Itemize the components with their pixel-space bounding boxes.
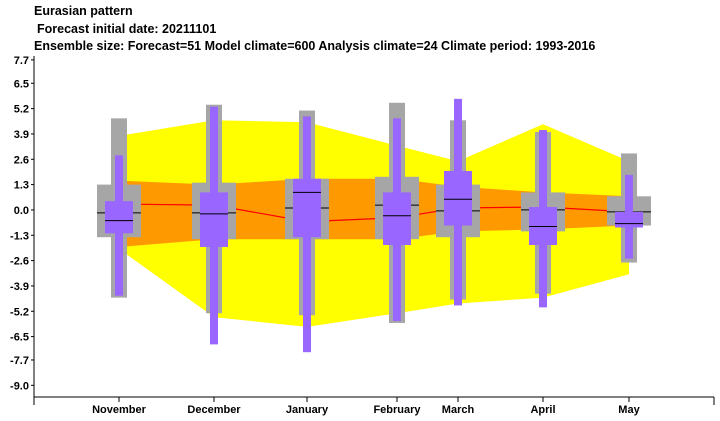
forecast-box-may xyxy=(615,174,643,259)
y-tick-label: -6.5 xyxy=(10,332,29,344)
forecast-box-march xyxy=(444,98,472,306)
y-tick-label: 2.6 xyxy=(14,154,29,166)
y-tick-label: -7.7 xyxy=(10,355,29,367)
y-tick-label: -1.3 xyxy=(10,230,29,242)
chart-title: Eurasian pattern xyxy=(34,4,133,18)
x-tick-label: May xyxy=(618,404,640,416)
y-tick-label: -2.6 xyxy=(10,256,29,268)
y-tick-label: 7.7 xyxy=(14,55,29,67)
forecast-box-february xyxy=(383,118,411,322)
y-tick-label: 6.5 xyxy=(14,78,29,90)
forecast-iqr xyxy=(105,201,133,234)
climate-band-layer xyxy=(118,120,630,327)
y-tick-label: 0.0 xyxy=(14,205,29,217)
axis-layer: 7.7 6.5 5.2 3.9 2.6 1.3 0.0 -1.3 -2.6 -3.9 -5.2 -6.… xyxy=(10,55,715,416)
forecast-box-april xyxy=(529,130,557,308)
forecast-initial-date: Forecast initial date: 20211101 xyxy=(37,22,217,36)
forecast-iqr xyxy=(615,211,643,228)
y-tick-label: -3.9 xyxy=(10,281,29,293)
forecast-iqr xyxy=(293,178,321,238)
box-layer xyxy=(97,98,651,353)
forecast-box-january xyxy=(293,116,321,353)
x-tick-label: November xyxy=(92,404,147,416)
x-tick-label: March xyxy=(442,404,475,416)
climate-inner-band xyxy=(119,178,629,247)
forecast-iqr xyxy=(383,192,411,246)
forecast-box-november xyxy=(105,155,133,296)
y-tick-label: -5.2 xyxy=(10,306,29,318)
x-tick-label: February xyxy=(373,404,421,416)
forecast-iqr xyxy=(200,192,228,247)
ensemble-info: Ensemble size: Forecast=51 Model climate… xyxy=(34,39,596,53)
y-tick-label: 1.3 xyxy=(14,180,29,192)
forecast-box-december xyxy=(200,106,228,345)
y-tick-label: -9.0 xyxy=(10,380,29,392)
y-tick-label: 5.2 xyxy=(14,104,29,116)
y-tick-label: 3.9 xyxy=(14,129,29,141)
x-tick-label: January xyxy=(286,404,329,416)
x-tick-label: December xyxy=(187,404,241,416)
x-tick-label: April xyxy=(530,404,555,416)
forecast-iqr xyxy=(444,170,472,226)
